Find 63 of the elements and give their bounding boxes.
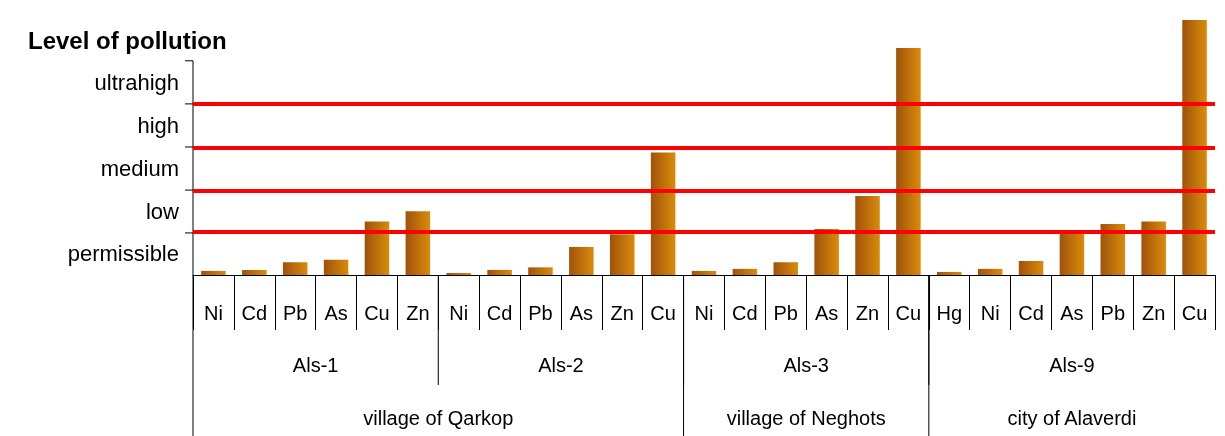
bar [242,269,267,275]
bar [609,234,635,275]
text: medium [100,156,179,182]
bar [1182,20,1207,275]
text: permissible [67,241,179,267]
x-tick-label: Cu [650,302,676,324]
x-tick-label: Cd [241,302,268,324]
x-tick-label: Pb [282,302,308,324]
x-tick-label: Pb [528,302,553,324]
bar [1018,260,1044,275]
x-tick-label: Hg [936,302,963,324]
bar [1141,221,1166,275]
bar [323,259,349,275]
bar [282,262,308,275]
x-tick-label: Pb [1100,302,1126,324]
bar [405,211,431,275]
x-tick-label: Cd [732,302,758,324]
bar [487,269,512,275]
x-tick-label: Cd [1018,302,1044,324]
bar [1100,224,1126,275]
bar [691,270,717,275]
x-tick-label: Ni [694,302,714,324]
text: village of Qarkop [363,407,514,429]
bar [569,246,594,275]
x-tick-label: Cu [1181,302,1208,324]
x-tick-label: Cd [486,302,513,324]
bar [977,268,1003,275]
x-tick-label: Ni [980,302,1000,324]
x-tick-label: Cu [895,302,922,324]
bar [201,270,226,275]
bar [937,271,962,275]
x-tick-label: Zn [855,302,880,324]
text: Als-2 [538,354,584,376]
bar [446,272,471,275]
y-axis-title: Level of pollution [28,26,227,54]
x-tick-label: As [324,302,348,324]
text: ultrahigh [94,69,179,95]
bar [1059,231,1085,275]
text: Als-9 [1049,354,1095,376]
x-tick-label: Zn [1142,302,1166,324]
bar [732,268,758,275]
x-tick-label: Ni [203,302,223,324]
bar [773,262,799,275]
x-tick-label: Cu [364,302,390,324]
x-tick-label: As [1060,302,1084,324]
bar [855,195,880,275]
text: village of Neghots [726,407,886,429]
bar [650,152,676,275]
x-tick-label: Ni [449,302,469,324]
x-tick-label: Zn [610,302,634,324]
x-tick-label: Pb [773,302,798,324]
bar [528,267,553,275]
x-tick-label: Zn [406,302,430,324]
bar [814,229,839,275]
text: city of Alaverdi [1007,407,1137,429]
text: high [137,112,179,138]
text: Als-1 [292,354,339,376]
text: low [145,199,180,225]
text: Als-3 [783,354,829,376]
bar [364,221,390,275]
bar [896,48,921,275]
x-tick-label: As [814,302,839,324]
x-tick-label: As [569,302,594,324]
